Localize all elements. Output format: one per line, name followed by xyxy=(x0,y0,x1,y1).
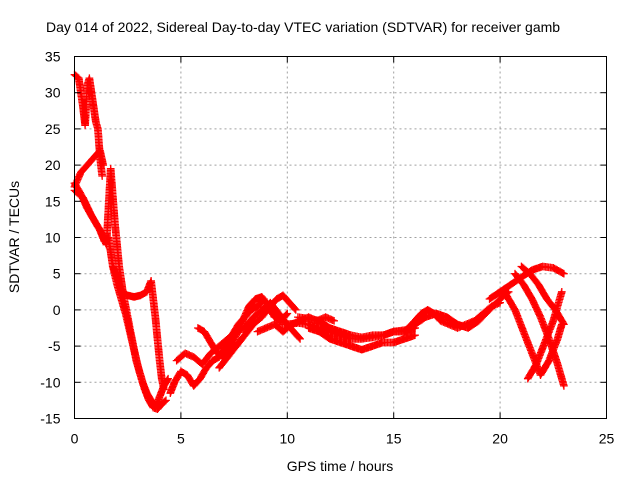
point-markers xyxy=(108,262,168,394)
y-tick-label: 10 xyxy=(45,230,61,246)
series-arc5 xyxy=(108,262,168,394)
y-tick-label: 5 xyxy=(53,266,61,282)
point-markers xyxy=(304,324,419,354)
y-tick-label: 30 xyxy=(45,85,61,101)
y-tick-label: 15 xyxy=(45,193,61,209)
axis-ticks xyxy=(74,56,607,419)
x-tick-label: 15 xyxy=(386,431,402,447)
point-markers xyxy=(215,291,300,372)
chart-title: Day 014 of 2022, Sidereal Day-to-day VTE… xyxy=(46,19,560,35)
x-tick-label: 20 xyxy=(492,431,508,447)
point-markers xyxy=(523,287,566,383)
series-arc20 xyxy=(523,287,566,383)
y-tick-label: -5 xyxy=(48,338,61,354)
x-tick-label: 0 xyxy=(71,431,79,447)
y-tick-label: 35 xyxy=(45,49,61,65)
x-axis-title: GPS time / hours xyxy=(287,458,394,474)
y-tick-label: 20 xyxy=(45,157,61,173)
series-arc9 xyxy=(215,291,300,372)
tick-labels: 0 5 10 15 20 25 -15 -10 -5 0 5 10 15 20 25 30 35 xyxy=(40,49,614,447)
y-tick-label: -10 xyxy=(40,374,60,390)
grid-lines xyxy=(74,56,607,419)
y-tick-label: 0 xyxy=(53,302,61,318)
y-tick-label: -15 xyxy=(40,411,60,427)
data-points xyxy=(70,70,568,413)
x-tick-label: 25 xyxy=(599,431,615,447)
y-tick-label: 25 xyxy=(45,121,61,137)
x-tick-label: 10 xyxy=(280,431,296,447)
y-axis-title: SDTVAR / TECUs xyxy=(6,181,22,293)
x-tick-label: 5 xyxy=(177,431,185,447)
series-arc13 xyxy=(304,324,419,354)
series-arc15 xyxy=(411,287,513,332)
point-markers xyxy=(411,287,513,332)
